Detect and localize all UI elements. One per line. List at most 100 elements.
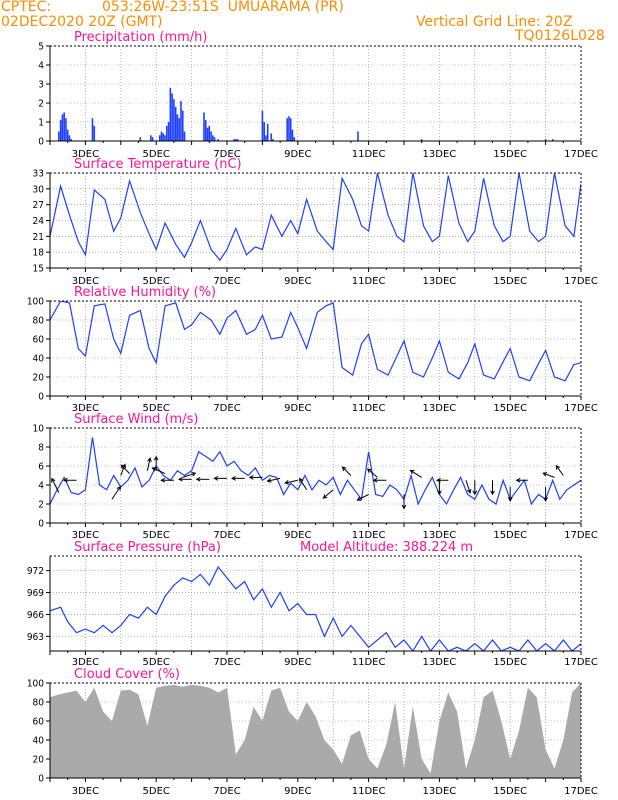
x-tick-label: 13DEC [423, 149, 457, 160]
wind-arrow-head [191, 471, 197, 477]
precip-bar [167, 122, 170, 141]
y-tick-label: 33 [33, 169, 44, 180]
wind-arrow [515, 477, 528, 483]
y-tick-label: 0 [38, 519, 44, 530]
wind-arrow [436, 477, 449, 483]
x-tick-label: 7DEC [213, 786, 240, 797]
precip-bar [233, 139, 235, 141]
y-tick-label: 972 [27, 566, 44, 577]
precip-bar [291, 129, 294, 141]
y-tick-label: 1 [38, 118, 44, 129]
x-tick-label: 15DEC [493, 276, 527, 287]
wind-arrow [299, 477, 308, 491]
precip-bar [272, 139, 274, 141]
precip-bar [68, 135, 71, 141]
wind-arrow [490, 480, 495, 496]
x-tick-label: 17DEC [564, 276, 598, 287]
panel-4: Surface Wind (m/s) 0 2 4 6 8 10 3DEC 5DEC 7DEC 9DE… [33, 412, 598, 541]
x-tick-label: 11DEC [352, 657, 386, 668]
y-tick-label: 60 [33, 717, 45, 728]
precip-bar [59, 120, 62, 141]
wind-arrow [555, 464, 564, 476]
precip-bar [169, 87, 172, 141]
x-tick-label: 15DEC [493, 403, 527, 414]
wind-arrow-head [490, 490, 495, 496]
x-tick-label: 9DEC [284, 657, 311, 668]
y-tick-label: 4 [38, 481, 44, 492]
y-tick-label: 100 [27, 297, 44, 308]
wind-arrow-head [160, 477, 166, 483]
series-group [50, 301, 581, 382]
x-tick-label: 9DEC [284, 530, 311, 541]
wind-arrow-shaft [299, 478, 308, 491]
x-tick-label: 7DEC [213, 530, 240, 541]
wind-arrow [231, 475, 245, 481]
y-tick-label: 21 [33, 232, 44, 243]
wind-arrow-head [151, 467, 157, 472]
wind-arrow [507, 486, 513, 502]
wind-arrow [248, 475, 263, 480]
x-tick-label: 17DEC [564, 786, 598, 797]
x-tick-label: 9DEC [284, 786, 311, 797]
precip-bar [164, 135, 166, 141]
y-tick-label: 2 [38, 99, 44, 110]
wind-arrow-shaft [323, 489, 334, 499]
y-tick-label: 3 [38, 80, 44, 91]
wind-arrow [437, 480, 442, 496]
wind-arrow [62, 477, 77, 483]
header-source: CPTEC: [1, 0, 52, 15]
wind-arrow-shaft [367, 468, 378, 478]
x-tick-label: 11DEC [352, 786, 386, 797]
precip-bar [544, 139, 547, 141]
wind-arrow-head [437, 490, 442, 496]
panel-3: Relative Humidity (%) 0 20 40 60 80 100 3DEC 5DE… [27, 285, 598, 414]
wind-arrow-head [322, 494, 328, 499]
wind-arrow [465, 480, 472, 494]
series-group [50, 173, 581, 262]
x-tick-label: 3DEC [72, 530, 99, 541]
wind-arrow-head [436, 477, 441, 483]
wind-arrow-shaft [120, 464, 131, 474]
y-tick-label: 966 [27, 610, 44, 621]
panel-6: Cloud Cover (%) 0 20 40 60 80 100 3DEC 5DEC 7DEC 9… [27, 667, 598, 797]
wind-arrow-head [507, 497, 513, 502]
precip-bar [213, 137, 216, 141]
precip-bar [288, 116, 290, 141]
precip-bar [210, 131, 212, 141]
wind-arrow-shaft [111, 486, 121, 500]
y-tick-label: 0 [38, 137, 44, 148]
y-tick-label: 24 [33, 216, 45, 227]
x-tick-label: 15DEC [493, 657, 527, 668]
wind-arrow-shaft [342, 466, 352, 476]
wind-arrow-head [153, 455, 159, 461]
x-tick-label: 5DEC [143, 530, 170, 541]
panel-annotation: Model Altitude: 388.224 m [300, 540, 473, 555]
precip-bar [293, 137, 296, 141]
wind-arrow-head [472, 490, 478, 496]
x-tick-label: 9DEC [284, 276, 311, 287]
precip-bar [286, 118, 288, 141]
precip-bar [265, 135, 267, 141]
x-tick-label: 15DEC [493, 149, 527, 160]
x-tick-label: 5DEC [143, 786, 170, 797]
precip-bar [63, 112, 65, 141]
x-tick-label: 17DEC [564, 403, 598, 414]
header-grid-note: Vertical Grid Line: 20Z [416, 14, 573, 30]
wind-arrow-head [51, 477, 56, 483]
series-line [50, 565, 581, 651]
panel-title: Cloud Cover (%) [74, 667, 180, 682]
x-tick-label: 15DEC [493, 786, 527, 797]
precip-bar [236, 139, 239, 141]
precip-bar [166, 125, 168, 141]
wind-arrow [284, 479, 298, 485]
wind-arrow-head [372, 477, 378, 483]
y-tick-label: 40 [33, 736, 45, 747]
y-tick-label: 969 [27, 588, 44, 599]
x-tick-label: 3DEC [72, 403, 99, 414]
x-tick-label: 5DEC [143, 276, 170, 287]
x-tick-label: 7DEC [213, 403, 240, 414]
precip-bar [270, 133, 273, 141]
wind-arrow [177, 476, 192, 482]
y-tick-label: 60 [33, 335, 45, 346]
